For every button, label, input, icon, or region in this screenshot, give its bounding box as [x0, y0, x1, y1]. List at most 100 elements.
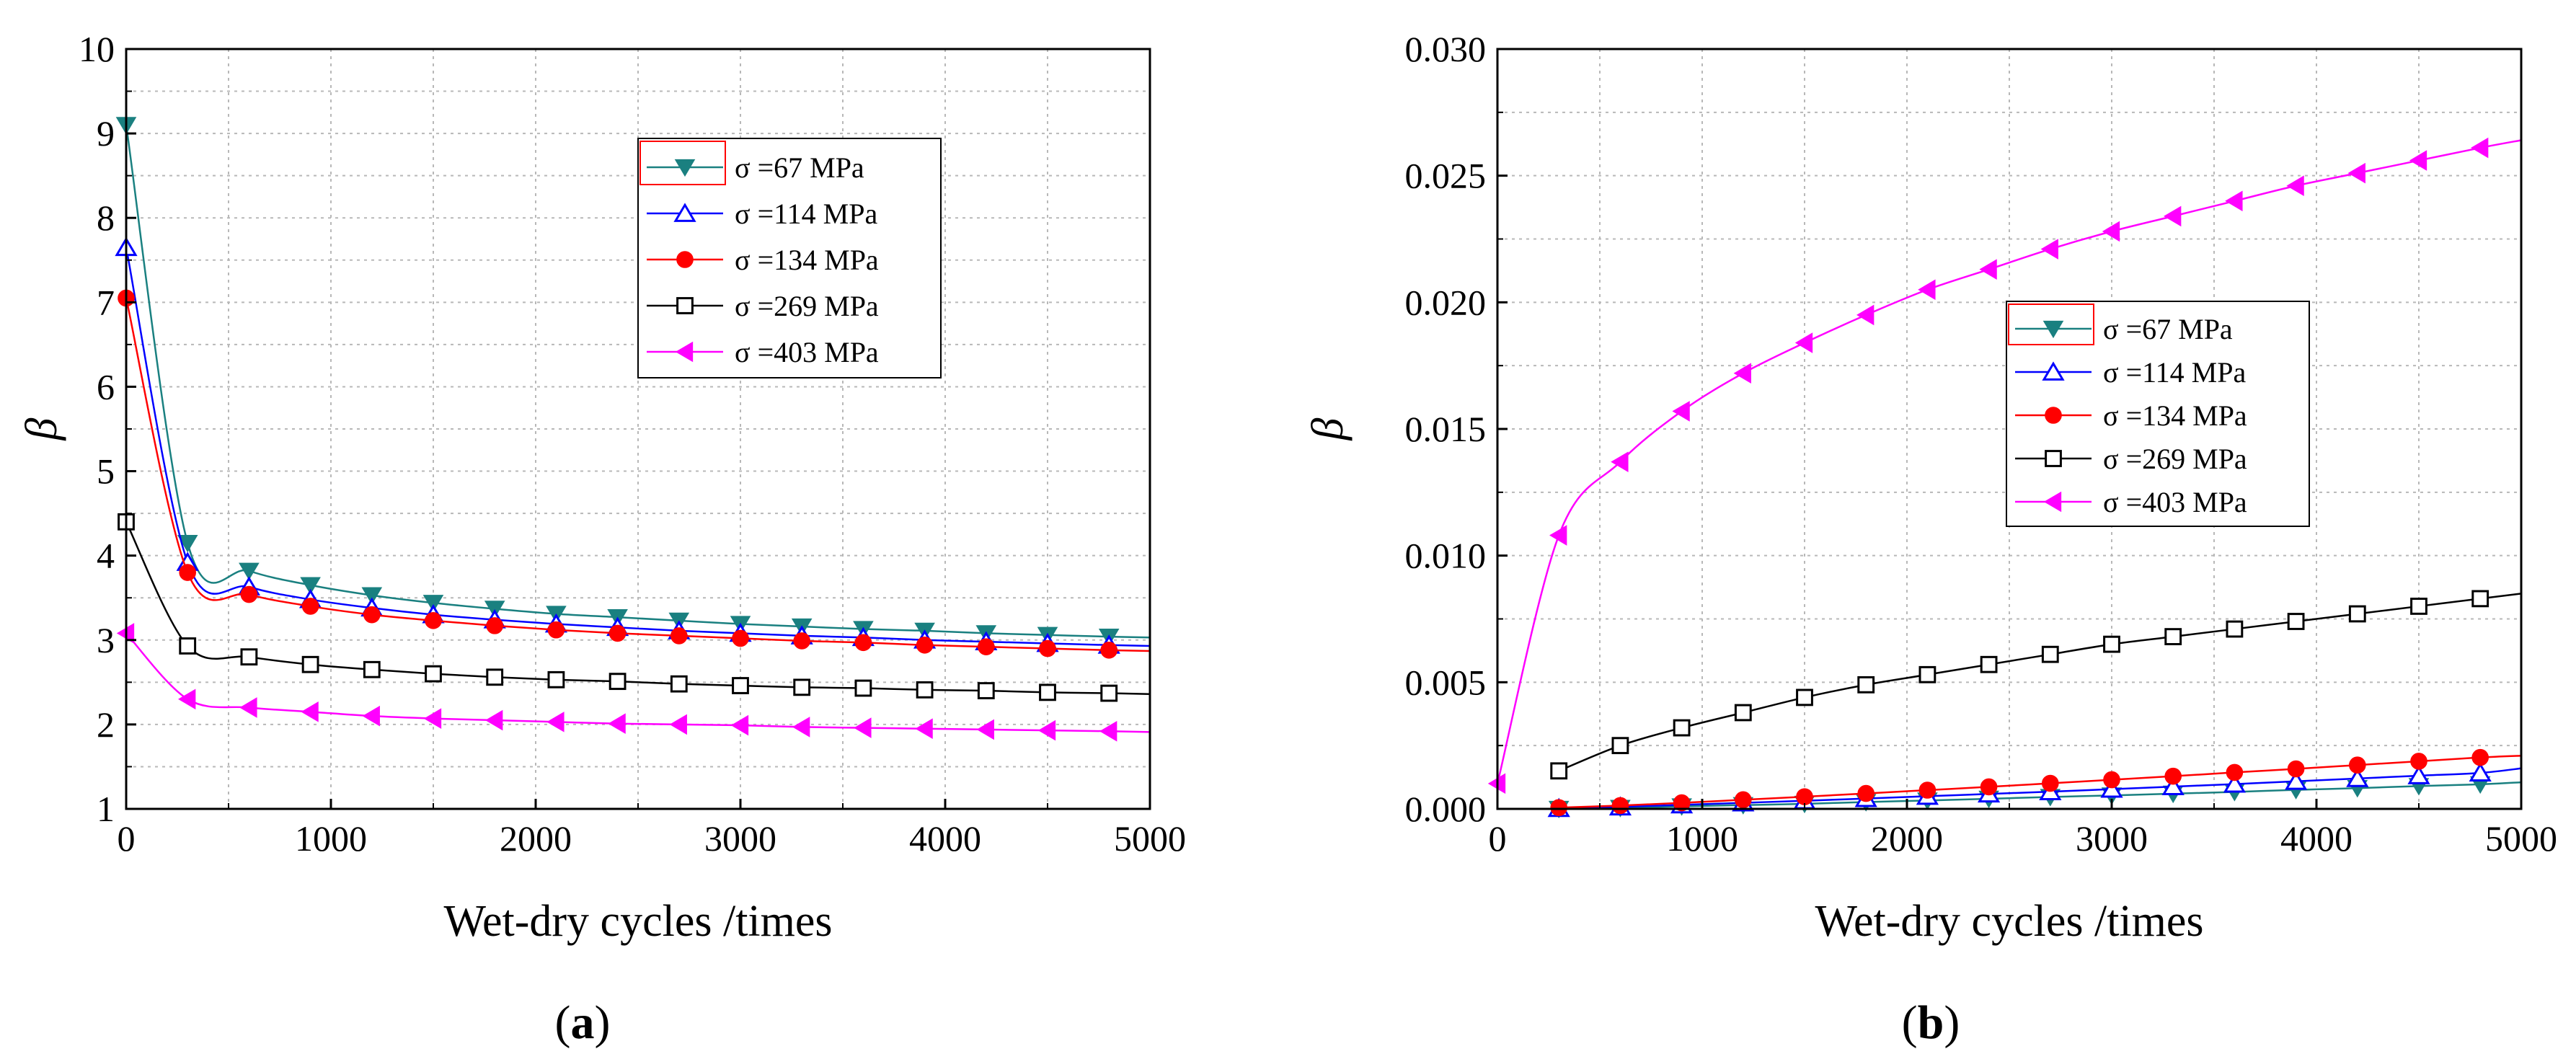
data-point — [300, 577, 321, 595]
data-point — [422, 595, 444, 613]
data-point — [1796, 688, 1813, 707]
legend: σ =67 MPa σ =114 MPa σ =134 MPa σ =269 MPa σ… — [637, 138, 942, 378]
y-tick-label: 5 — [97, 451, 115, 492]
x-axis-title: Wet-dry cycles /times — [1815, 897, 2203, 946]
legend-item: σ =134 MPa — [2015, 399, 2247, 432]
data-point — [2410, 753, 2427, 770]
y-axis-title: β — [1304, 417, 1353, 440]
data-point — [1979, 259, 1997, 280]
data-point — [240, 585, 258, 603]
data-point — [916, 637, 934, 654]
data-point — [2102, 221, 2120, 242]
data-point — [1734, 704, 1752, 722]
legend-marker — [2042, 361, 2065, 381]
data-point — [1039, 683, 1056, 701]
legend-item: σ =134 MPa — [647, 244, 879, 276]
x-tick-label: 0 — [118, 818, 136, 859]
data-point — [1611, 797, 1629, 815]
data-point — [2164, 767, 2182, 785]
data-point — [2346, 768, 2369, 787]
data-point — [2286, 175, 2304, 197]
y-tick-label: 0.030 — [1405, 29, 1487, 69]
series-4 — [1487, 137, 2522, 794]
data-point — [978, 638, 995, 655]
legend-item: σ =114 MPa — [2015, 356, 2246, 389]
data-point — [2409, 150, 2427, 171]
legend-label: σ =269 MPa — [2103, 443, 2247, 475]
data-point — [423, 708, 442, 730]
x-tick-label: 2000 — [1871, 818, 1943, 859]
data-point — [2040, 239, 2058, 260]
data-point — [793, 678, 811, 696]
panel-label: (a) — [555, 996, 611, 1049]
x-tick-label: 1000 — [295, 818, 367, 859]
x-tick-label: 2000 — [500, 818, 572, 859]
legend-label: σ =114 MPa — [735, 198, 877, 230]
data-point — [1100, 642, 1117, 659]
data-point — [670, 675, 688, 693]
data-point — [547, 670, 565, 688]
data-point — [2161, 776, 2185, 795]
y-tick-label: 4 — [97, 536, 115, 576]
x-tick-label: 0 — [1489, 818, 1507, 859]
y-tick-label: 1 — [97, 789, 115, 829]
data-point — [2223, 773, 2247, 793]
data-point — [730, 714, 749, 736]
data-point — [239, 562, 260, 580]
data-point — [2287, 760, 2305, 778]
legend-item: σ =67 MPa — [2015, 313, 2233, 345]
data-point — [1980, 655, 1998, 673]
legend-label: σ =403 MPa — [2103, 486, 2247, 518]
y-tick-label: 8 — [97, 198, 115, 238]
data-point — [1857, 676, 1875, 694]
legend-label: σ =134 MPa — [2103, 399, 2247, 432]
legend-item: σ =67 MPa — [647, 151, 864, 184]
legend-label: σ =269 MPa — [735, 290, 879, 322]
data-point — [1672, 401, 1690, 422]
series-0 — [115, 117, 1151, 647]
data-point — [425, 612, 442, 629]
data-point — [916, 681, 934, 699]
data-point — [1918, 279, 1936, 301]
data-point — [2041, 645, 2059, 663]
data-point — [2287, 613, 2305, 630]
series-0 — [1548, 776, 2522, 819]
data-point — [1733, 363, 1751, 384]
y-tick-label: 6 — [97, 366, 115, 407]
data-point — [670, 627, 688, 645]
data-point — [1039, 639, 1056, 657]
legend-item: σ =269 MPa — [647, 290, 879, 322]
data-point — [2349, 756, 2366, 774]
data-point — [2471, 748, 2489, 766]
legend-marker — [676, 297, 694, 314]
panel-label-open-paren: ( — [1902, 996, 1918, 1049]
x-tick-label: 4000 — [2280, 818, 2353, 859]
legend-item: σ =403 MPa — [647, 336, 879, 368]
legend-label: σ =114 MPa — [2103, 356, 2246, 389]
legend: σ =67 MPa σ =114 MPa σ =134 MPa σ =269 MPa σ… — [2006, 301, 2310, 527]
data-point — [361, 587, 383, 605]
y-tick-label: 0.000 — [1405, 789, 1487, 829]
data-point — [2469, 762, 2492, 782]
chart-panel-b: 0 1000 2000 3000 4000 5000 0.000 0.005 0.010 0.01… — [1304, 29, 2557, 1049]
series-3 — [1550, 590, 2522, 780]
y-tick-label: 0.015 — [1405, 409, 1487, 449]
y-tick-label: 10 — [79, 29, 115, 69]
data-point — [2103, 771, 2120, 789]
data-point — [669, 714, 687, 735]
data-point — [2347, 162, 2365, 184]
data-point — [1037, 719, 1056, 741]
legend-item: σ =114 MPa — [647, 198, 877, 230]
data-point — [976, 719, 994, 740]
data-point — [1857, 784, 1875, 802]
series-2 — [118, 289, 1151, 659]
panel-label: (b) — [1902, 996, 1960, 1049]
series-4 — [116, 623, 1151, 742]
data-point — [425, 665, 442, 683]
data-point — [608, 624, 627, 642]
data-point — [1918, 665, 1937, 683]
y-tick-label: 0.005 — [1405, 662, 1487, 702]
data-point — [1735, 791, 1752, 809]
series-1 — [115, 236, 1151, 654]
